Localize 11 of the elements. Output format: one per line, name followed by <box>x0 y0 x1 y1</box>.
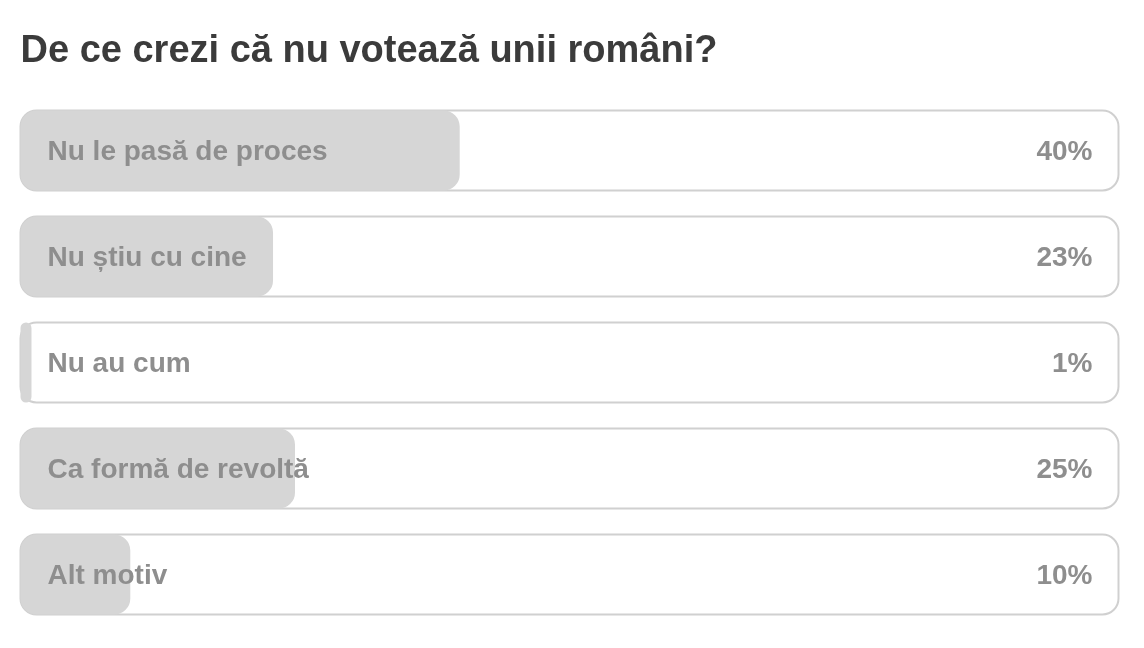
y-tick-label: Nu știu cu cine <box>47 241 247 272</box>
data-label: 10% <box>1036 559 1093 590</box>
y-tick-label: Nu le pasă de proces <box>47 135 328 166</box>
chart-title: De ce crezi că nu votează unii români? <box>20 27 718 70</box>
y-tick-label: Alt motiv <box>47 559 168 590</box>
y-tick-label: Ca formă de revoltă <box>47 453 310 484</box>
y-tick-label: Nu au cum <box>47 347 191 378</box>
data-label: 40% <box>1036 135 1093 166</box>
data-label: 23% <box>1036 241 1093 272</box>
data-label: 25% <box>1036 453 1093 484</box>
data-label: 1% <box>1052 347 1093 378</box>
